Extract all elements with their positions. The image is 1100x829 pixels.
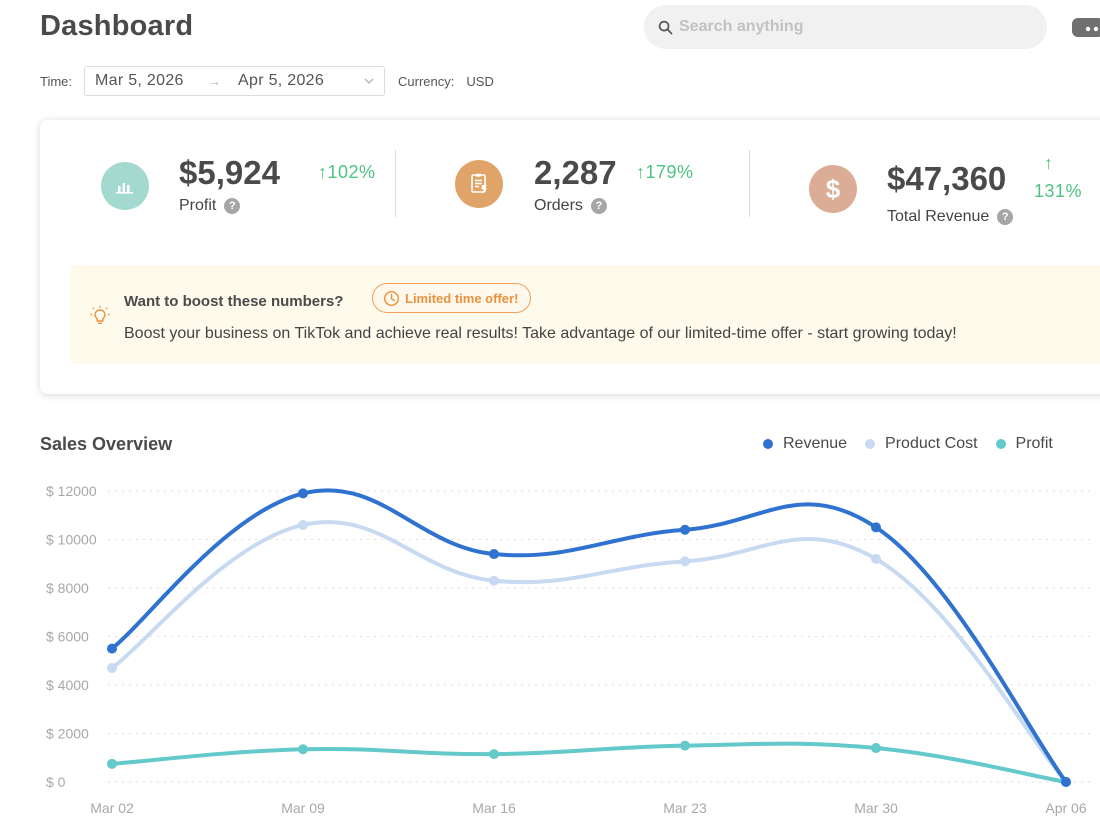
revenue-point	[489, 549, 499, 560]
page-title: Dashboard	[40, 10, 194, 42]
badge-label: Limited time offer!	[405, 290, 519, 306]
orders-change: ↑179%	[636, 162, 694, 182]
divider	[395, 150, 396, 217]
gamepad-icon[interactable]	[1071, 16, 1100, 38]
revenue-point	[680, 524, 690, 535]
revenue-line	[110, 488, 1068, 784]
chart-title: Sales Overview	[40, 434, 173, 454]
legend-item-product-cost[interactable]: Product Cost	[865, 435, 978, 453]
revenue-point	[1061, 777, 1071, 787]
revenue-label: Total Revenue ?	[887, 208, 1014, 226]
help-icon[interactable]: ?	[590, 198, 607, 214]
y-tick-label: $ 6000	[46, 629, 89, 645]
profit-line	[110, 741, 1068, 784]
product-cost-point	[489, 575, 499, 586]
profit-point	[489, 749, 499, 760]
product-cost-point	[871, 553, 881, 564]
profit-point	[298, 744, 308, 755]
end-date[interactable]: Apr 5, 2026	[238, 72, 325, 89]
dollar-icon: $	[809, 165, 857, 213]
revenue-point	[298, 488, 308, 499]
profit-label-text: Profit	[179, 197, 217, 214]
legend-dot	[865, 439, 876, 449]
time-label: Time:	[40, 73, 73, 89]
currency-value: USD	[466, 73, 494, 89]
date-range-picker[interactable]: Mar 5, 2026 → Apr 5, 2026	[84, 66, 386, 96]
clock-icon	[383, 290, 400, 306]
help-icon[interactable]: ?	[997, 209, 1014, 225]
chart-legend: Revenue Product Cost Profit	[763, 435, 1071, 453]
currency-label: Currency:	[398, 73, 455, 89]
legend-item-revenue[interactable]: Revenue	[763, 435, 847, 453]
arrow-right-icon: →	[207, 73, 222, 89]
y-tick-label: $ 12000	[46, 483, 97, 499]
legend-item-profit[interactable]: Profit	[995, 435, 1053, 453]
legend-label: Profit	[1015, 435, 1053, 452]
chevron-down-icon	[364, 78, 374, 84]
legend-dot	[763, 439, 773, 449]
product-cost-point	[680, 556, 690, 567]
legend-label: Revenue	[783, 435, 848, 452]
product-cost-line	[110, 520, 1068, 784]
legend-label: Product Cost	[885, 435, 978, 452]
y-tick-label: $ 4000	[46, 677, 89, 693]
promo-banner: Want to boost these numbers? Limited tim…	[70, 265, 1100, 364]
promo-title: Want to boost these numbers?	[124, 293, 344, 310]
product-cost-point	[298, 519, 308, 530]
x-tick-label: Apr 06	[1045, 800, 1086, 816]
orders-value: 2,287	[534, 154, 617, 191]
profit-label: Profit ?	[179, 197, 241, 215]
y-tick-label: $ 0	[46, 774, 66, 790]
revenue-change: 131%	[1034, 181, 1083, 201]
x-tick-label: Mar 23	[663, 800, 707, 816]
start-date[interactable]: Mar 5, 2026	[95, 72, 184, 89]
x-tick-label: Mar 09	[281, 800, 325, 816]
y-tick-label: $ 8000	[46, 580, 89, 596]
promo-text: Boost your business on TikTok and achiev…	[124, 325, 957, 342]
profit-point	[680, 740, 690, 751]
x-tick-label: Mar 30	[854, 800, 898, 816]
legend-dot	[995, 439, 1006, 449]
clipboard-icon	[455, 160, 503, 208]
dollar-glyph: $	[825, 173, 841, 204]
revenue-point	[107, 643, 117, 654]
x-tick-label: Mar 02	[90, 800, 134, 816]
orders-label-text: Orders	[534, 197, 583, 214]
revenue-point	[871, 522, 881, 533]
profit-change: ↑102%	[318, 162, 376, 182]
help-icon[interactable]: ?	[224, 198, 241, 214]
sales-overview-chart: $ 0 $ 2000 $ 4000 $ 6000 $ 8000 $ 10000 $ 1200…	[46, 483, 1095, 816]
profit-point	[107, 758, 117, 769]
y-tick-label: $ 2000	[46, 726, 89, 742]
profit-value: $5,924	[179, 154, 280, 191]
product-cost-point	[107, 663, 117, 674]
orders-label: Orders ?	[534, 197, 607, 215]
limited-offer-badge[interactable]: Limited time offer!	[372, 283, 532, 313]
lightbulb-icon	[90, 305, 110, 324]
y-tick-label: $ 10000	[46, 532, 97, 548]
revenue-value: $47,360	[887, 160, 1007, 197]
search-bar[interactable]	[644, 5, 1047, 49]
x-tick-label: Mar 16	[472, 800, 516, 816]
stats-card: $5,924 ↑102% Profit ? 2,287 ↑179% Orders…	[40, 120, 1100, 394]
filter-bar: Time: Mar 5, 2026 → Apr 5, 2026 Currency…	[40, 66, 494, 96]
bar-chart-icon	[101, 162, 149, 210]
divider	[749, 150, 750, 217]
revenue-label-text: Total Revenue	[887, 208, 990, 225]
profit-point	[871, 743, 881, 754]
revenue-change-arrow: ↑	[1044, 153, 1054, 173]
search-icon	[658, 20, 673, 34]
search-input[interactable]	[679, 18, 1019, 36]
